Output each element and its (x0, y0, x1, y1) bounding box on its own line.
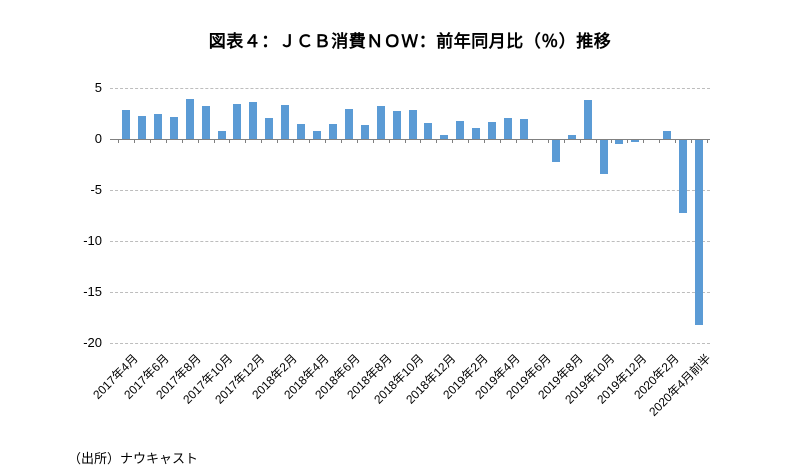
axis-tick (468, 139, 470, 143)
bar (233, 104, 242, 139)
axis-tick (197, 139, 199, 143)
bar (695, 140, 703, 325)
axis-tick (643, 139, 645, 143)
axis-tick (309, 139, 311, 143)
x-axis-line (110, 139, 710, 140)
axis-tick (611, 139, 613, 143)
axis-tick (356, 139, 358, 143)
gridline (110, 88, 710, 89)
axis-tick (181, 139, 183, 143)
axis-tick (547, 139, 549, 143)
axis-tick (261, 139, 263, 143)
gridline (110, 190, 710, 191)
bar (153, 113, 162, 139)
axis-tick (293, 139, 295, 143)
axis-tick (691, 139, 693, 143)
axis-tick (659, 139, 661, 143)
axis-tick (404, 139, 406, 143)
axis-tick (388, 139, 390, 143)
bar (567, 134, 576, 139)
axis-tick (118, 139, 120, 143)
bar (424, 122, 433, 139)
y-tick-label: -20 (83, 335, 102, 350)
y-tick-label: 5 (94, 80, 102, 95)
axis-tick (277, 139, 279, 143)
bar (169, 116, 178, 139)
bar (631, 140, 640, 143)
axis-tick (675, 139, 677, 143)
axis-tick (133, 139, 135, 143)
bar (392, 111, 401, 139)
bar (137, 115, 146, 139)
bar (185, 99, 194, 139)
axis-tick (595, 139, 597, 143)
source-note: （出所）ナウキャスト (68, 451, 199, 466)
axis-tick (452, 139, 454, 143)
axis-tick (213, 139, 215, 143)
bar (663, 130, 672, 139)
axis-tick (531, 139, 533, 143)
axis-tick (165, 139, 167, 143)
gridline (110, 241, 710, 242)
y-tick-label: -5 (90, 182, 102, 197)
bar (679, 140, 688, 214)
bar (583, 100, 592, 139)
axis-tick (420, 139, 422, 143)
bar (201, 106, 210, 139)
axis-tick (484, 139, 486, 143)
axis-tick (149, 139, 151, 143)
bar (249, 102, 258, 139)
bar (615, 140, 624, 145)
y-tick-label: -10 (83, 233, 102, 248)
axis-tick (245, 139, 247, 143)
bar (599, 140, 608, 174)
chart-title: 図表４：ＪＣＢ消費ＮＯＷ：前年同月比（％）推移 (208, 32, 612, 51)
bar (376, 106, 385, 139)
bar (344, 109, 353, 139)
bar (217, 130, 226, 139)
axis-tick (563, 139, 565, 143)
gridline (110, 343, 710, 344)
axis-tick (372, 139, 374, 143)
bar (504, 117, 512, 139)
plot-area (110, 88, 710, 344)
bar (328, 123, 337, 139)
bar (519, 118, 528, 139)
axis-tick (706, 139, 708, 143)
axis-tick (579, 139, 581, 143)
axis-tick (229, 139, 231, 143)
bar (265, 117, 274, 139)
axis-tick (627, 139, 629, 143)
axis-tick (340, 139, 342, 143)
bar (551, 140, 560, 163)
bar (472, 127, 481, 139)
bar (440, 134, 449, 139)
bar (122, 110, 130, 139)
bar (456, 120, 465, 139)
y-tick-label: -15 (83, 284, 102, 299)
bar (281, 105, 290, 139)
bar (313, 130, 321, 139)
bar (360, 124, 369, 139)
axis-tick (436, 139, 438, 143)
bar (488, 121, 497, 139)
axis-tick (324, 139, 326, 143)
bar (408, 110, 417, 139)
axis-tick (515, 139, 517, 143)
gridline (110, 292, 710, 293)
axis-tick (500, 139, 502, 143)
bar (297, 123, 306, 139)
y-tick-label: 0 (94, 131, 102, 146)
